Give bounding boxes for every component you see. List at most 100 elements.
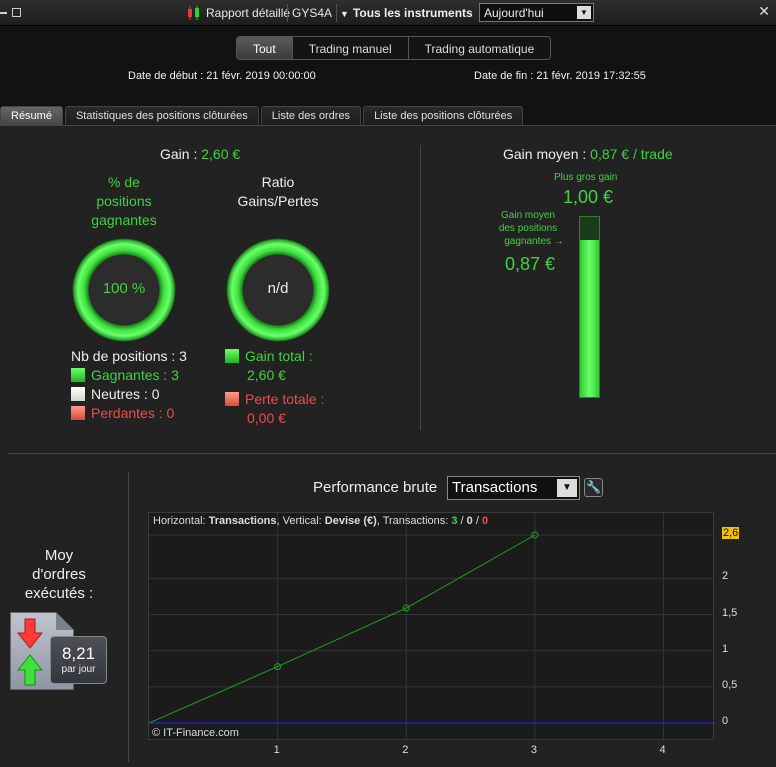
y-tick-label: 1,5 bbox=[722, 606, 738, 619]
green-square-icon bbox=[225, 349, 239, 363]
orders-label-line: exécutés : bbox=[24, 585, 94, 602]
orders-value: 8,21 bbox=[61, 644, 96, 663]
orders-label: Moy d'ordres exécutés : bbox=[14, 546, 104, 603]
series-line bbox=[148, 534, 536, 724]
end-date: Date de fin : 21 févr. 2019 17:32:55 bbox=[474, 70, 646, 82]
sell-buy-arrows-icon bbox=[17, 618, 43, 686]
data-point bbox=[274, 663, 282, 671]
performance-chart-svg bbox=[148, 513, 715, 741]
losers-label: Perdantes : 0 bbox=[91, 405, 175, 421]
tab-summary[interactable]: Résumé bbox=[0, 106, 63, 126]
total-gain: Gain total : 2,60 € bbox=[225, 347, 313, 385]
chevron-down-icon: ▼ bbox=[557, 479, 577, 497]
orders-label-line: d'ordres bbox=[32, 566, 86, 583]
period-select[interactable]: Aujourd'hui ▼ bbox=[479, 3, 594, 22]
y-tick-label: 2,6 bbox=[722, 527, 740, 539]
report-label[interactable]: Rapport détaillé bbox=[206, 6, 291, 20]
ratio-title-line: Ratio bbox=[261, 174, 295, 190]
winners-row: Gagnantes : 3 bbox=[71, 366, 179, 385]
close-icon[interactable]: ✕ bbox=[758, 3, 770, 19]
y-tick-label: 1 bbox=[722, 642, 729, 655]
mode-tout[interactable]: Tout bbox=[237, 37, 293, 59]
win-pct-title-line: positions bbox=[96, 193, 152, 209]
vertical-divider bbox=[420, 145, 421, 430]
performance-title: Performance brute bbox=[313, 479, 438, 496]
performance-select-value: Transactions bbox=[452, 479, 538, 496]
performance-select[interactable]: Transactions ▼ bbox=[447, 476, 580, 500]
chart-info-t-label: , Transactions: bbox=[376, 515, 452, 527]
avg-win-label-line: gagnantes → bbox=[490, 235, 566, 248]
period-value: Aujourd'hui bbox=[484, 6, 544, 20]
winners-label: Gagnantes : 3 bbox=[91, 367, 179, 383]
instruments-label: Tous les instruments bbox=[352, 6, 473, 20]
y-tick-label: 0,5 bbox=[722, 678, 738, 691]
total-loss-value: 0,00 € bbox=[247, 410, 286, 426]
neutral-row: Neutres : 0 bbox=[71, 385, 159, 404]
chart-info-h-value: Transactions bbox=[208, 515, 277, 527]
arrow-right-icon: → bbox=[553, 236, 564, 247]
page-fold bbox=[56, 612, 74, 630]
tab-closed-stats[interactable]: Statistiques des positions clôturées bbox=[64, 106, 259, 126]
avg-win-label-line: des positions bbox=[498, 223, 558, 234]
chart-info-h-label: Horizontal: bbox=[153, 515, 209, 527]
x-tick-label: 4 bbox=[659, 744, 666, 756]
start-date: Date de début : 21 févr. 2019 00:00:00 bbox=[128, 70, 316, 82]
win-pct-value: 100 % bbox=[102, 280, 146, 297]
total-loss: Perte totale : 0,00 € bbox=[225, 390, 324, 428]
red-square-icon bbox=[225, 392, 239, 406]
instruments-dropdown[interactable]: ▼ Tous les instruments bbox=[340, 6, 473, 20]
avg-gain-bar bbox=[579, 216, 600, 398]
win-pct-title: % de positions gagnantes bbox=[74, 173, 174, 230]
chart-info-neutral: 0 bbox=[466, 515, 473, 527]
avg-gain-bar-fill bbox=[580, 240, 599, 397]
ratio-title-line: Gains/Pertes bbox=[237, 193, 319, 209]
ratio-gauge: n/d bbox=[226, 238, 330, 342]
wrench-icon[interactable]: 🔧 bbox=[584, 478, 603, 497]
gain-value: 2,60 € bbox=[201, 146, 241, 162]
tab-orders[interactable]: Liste des ordres bbox=[260, 106, 362, 126]
horizontal-divider bbox=[8, 453, 776, 454]
white-square-icon bbox=[71, 387, 85, 401]
green-square-icon bbox=[71, 368, 85, 382]
orders-badge: 8,21 par jour bbox=[50, 636, 107, 684]
chevron-down-icon: ▼ bbox=[340, 9, 349, 19]
chart-info-sep: / bbox=[472, 515, 482, 527]
neutral-label: Neutres : 0 bbox=[91, 386, 160, 402]
maximize-icon[interactable] bbox=[12, 8, 21, 17]
tab-closed-list[interactable]: Liste des positions clôturées bbox=[363, 106, 524, 126]
y-tick-label: 2 bbox=[722, 570, 729, 583]
tab-divider bbox=[0, 125, 776, 126]
total-loss-label: Perte totale : bbox=[245, 391, 325, 407]
performance-chart bbox=[148, 512, 715, 741]
x-tick-label: 2 bbox=[402, 744, 409, 756]
chart-info-losses: 0 bbox=[481, 515, 489, 527]
red-square-icon bbox=[71, 406, 85, 420]
data-point bbox=[531, 531, 539, 539]
mode-selector: Tout Trading manuel Trading automatique bbox=[236, 36, 552, 60]
minimize-icon[interactable] bbox=[0, 12, 7, 14]
candlestick-icon bbox=[188, 6, 199, 20]
gain-summary: Gain : 2,60 € bbox=[160, 146, 240, 162]
max-gain-value: 1,00 € bbox=[563, 187, 614, 207]
data-point bbox=[402, 604, 410, 612]
total-gain-label: Gain total : bbox=[245, 348, 313, 364]
win-pct-title-line: gagnantes bbox=[91, 212, 157, 228]
vertical-divider-bottom bbox=[128, 472, 129, 762]
ratio-value: n/d bbox=[267, 280, 289, 297]
section-tabs: Résumé Statistiques des positions clôtur… bbox=[0, 106, 525, 126]
mode-auto[interactable]: Trading automatique bbox=[424, 42, 535, 56]
chart-info-sep: / bbox=[457, 515, 467, 527]
gain-label: Gain : bbox=[160, 146, 202, 162]
total-gain-value: 2,60 € bbox=[247, 367, 286, 383]
chart-info: Horizontal: Transactions, Vertical: Devi… bbox=[153, 515, 488, 527]
chart-info-v-label: , Vertical: bbox=[276, 515, 325, 527]
title-bar: Rapport détaillé GYS4A ▼ Tous les instrum… bbox=[0, 0, 776, 26]
symbol-label[interactable]: GYS4A bbox=[287, 4, 338, 22]
avg-win-label-line: Gain moyen bbox=[501, 210, 555, 221]
avg-win-label: Gain moyen des positions gagnantes → bbox=[490, 209, 566, 248]
y-tick-label: 0 bbox=[722, 715, 729, 727]
mode-manual[interactable]: Trading manuel bbox=[293, 37, 409, 59]
orders-unit: par jour bbox=[61, 664, 96, 675]
copyright: © IT-Finance.com bbox=[152, 727, 239, 739]
avg-gain: Gain moyen : 0,87 € / trade bbox=[503, 146, 673, 162]
